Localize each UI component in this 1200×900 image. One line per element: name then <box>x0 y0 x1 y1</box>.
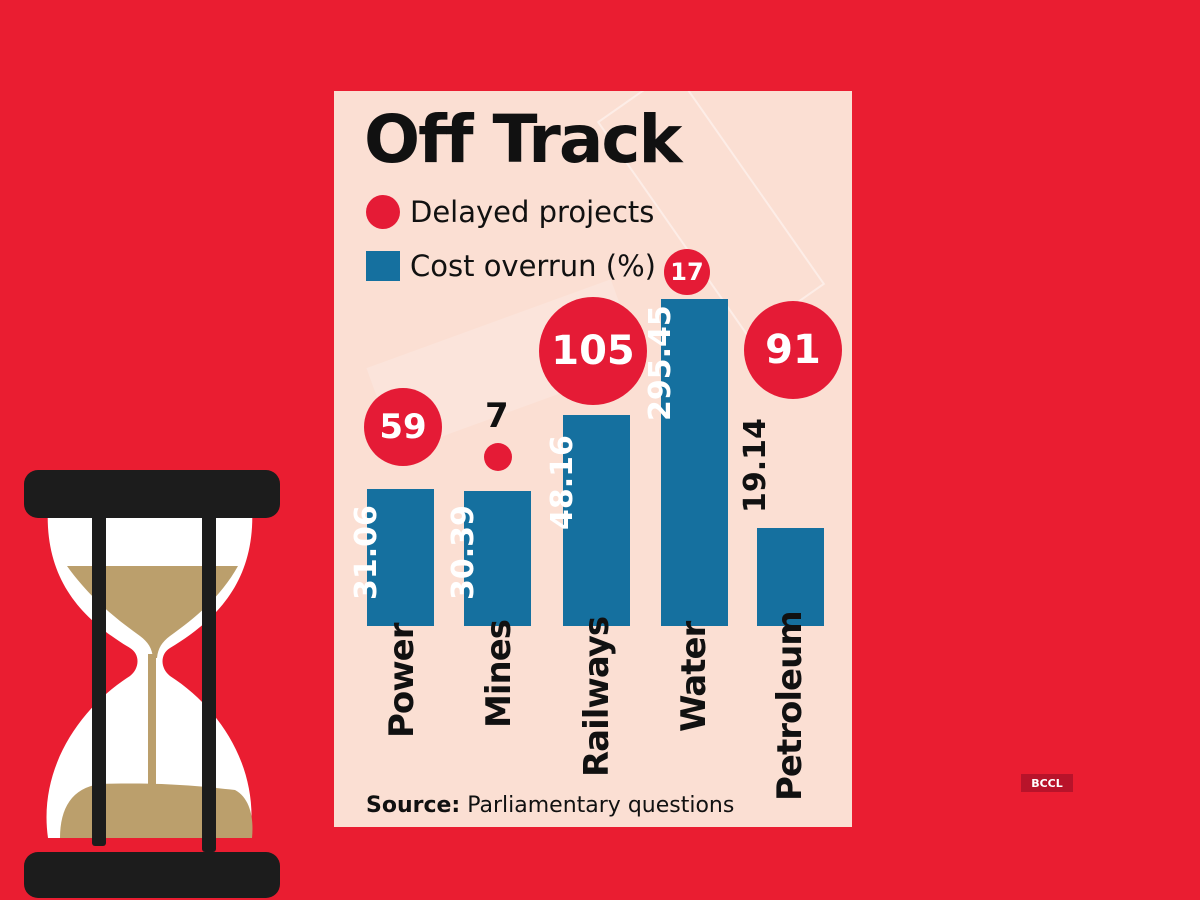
category-label-water: Water <box>674 621 714 732</box>
bar-value-mines: 30.39 <box>445 505 481 600</box>
delayed-projects-dot-mines <box>484 443 512 471</box>
legend-item-delayed-projects: Delayed projects <box>366 195 654 229</box>
delayed-projects-value-mines: 7 <box>485 396 509 436</box>
chart-title: Off Track <box>364 101 682 178</box>
legend-item-cost-overrun: Cost overrun (%) <box>366 249 656 283</box>
bar-value-power: 31.06 <box>348 505 384 600</box>
bar-petroleum <box>757 528 824 626</box>
bar-value-railways: 48.16 <box>544 435 580 530</box>
delayed-projects-bubble-railways: 105 <box>539 297 647 405</box>
source-label: Source: <box>366 793 461 818</box>
circle-marker-icon <box>366 195 400 229</box>
bar-value-petroleum: 19.14 <box>738 418 773 513</box>
category-label-mines: Mines <box>479 620 519 728</box>
category-label-railways: Railways <box>577 616 617 777</box>
square-marker-icon <box>366 251 400 281</box>
chart-card: Off Track Delayed projects Cost overrun … <box>334 91 852 827</box>
category-label-petroleum: Petroleum <box>770 611 810 801</box>
bar-railways: 48.16 <box>545 415 630 626</box>
source-text: Parliamentary questions <box>467 793 735 818</box>
delayed-projects-bubble-petroleum: 91 <box>744 301 842 399</box>
hourglass-illustration <box>24 470 280 898</box>
delayed-projects-bubble-water: 17 <box>664 249 710 295</box>
delayed-projects-bubble-power: 59 <box>364 388 442 466</box>
category-label-power: Power <box>382 623 422 738</box>
bar-water: 295.45 <box>643 299 728 626</box>
source-note: Source: Parliamentary questions <box>366 793 734 818</box>
watermark-badge: BCCL <box>1021 774 1073 792</box>
legend-label: Delayed projects <box>410 195 655 229</box>
bar-power: 31.06 <box>349 489 434 626</box>
bar-mines: 30.39 <box>446 491 531 626</box>
legend-label: Cost overrun (%) <box>410 249 656 283</box>
bar-value-water: 295.45 <box>642 305 678 421</box>
